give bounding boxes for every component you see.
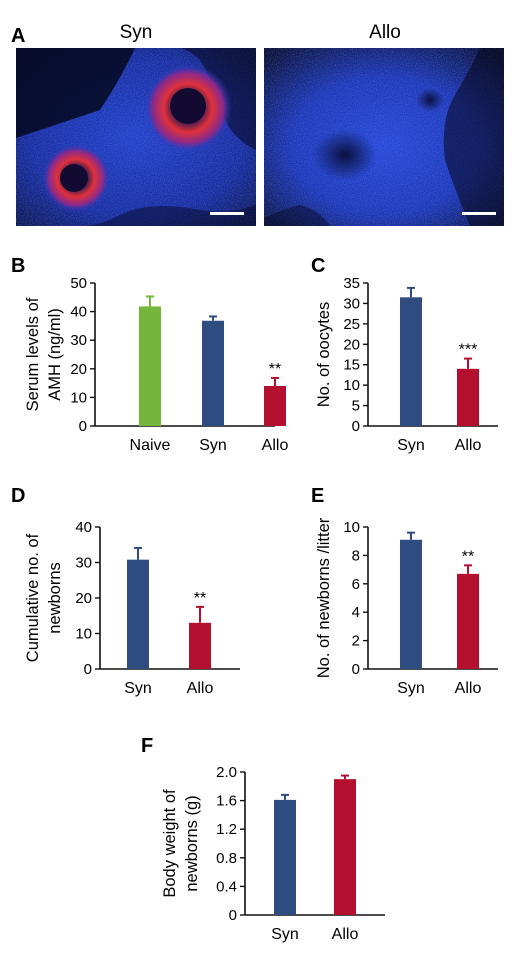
- panel-letter-e: E: [311, 485, 324, 507]
- chart-f-ylabel: newborns (g): [183, 795, 201, 891]
- chart-c: 0 5 10 15 20 25 30 35 No. of oocytes Syn Allo ***: [315, 275, 498, 454]
- chart-f-ytick-label: 0.4: [216, 878, 237, 895]
- chart-b-ytick-label: 40: [70, 304, 87, 321]
- chart-f-category-label: Allo: [332, 926, 359, 943]
- chart-b-category-label: Syn: [199, 437, 227, 454]
- chart-d-bar-allo: [189, 622, 211, 669]
- chart-e-category-label: Syn: [397, 680, 425, 697]
- panel-letter-c: C: [311, 255, 325, 277]
- chart-c-category-label: Syn: [397, 437, 425, 454]
- chart-e-ytick-label: 2: [352, 633, 360, 650]
- chart-e-ytick-label: 6: [352, 576, 360, 593]
- chart-e-category-label: Allo: [455, 680, 482, 697]
- panel-letter-a: A: [11, 25, 25, 47]
- chart-c-ylabel: No. of oocytes: [315, 302, 333, 407]
- scale-bar: [462, 212, 496, 215]
- chart-b-category-label: Allo: [262, 437, 289, 454]
- micrograph-allo: [264, 48, 504, 226]
- chart-e: 0 2 4 6 8 10 No. of newborns /litter Syn Allo **: [315, 517, 498, 697]
- chart-e-ylabel: No. of newborns /litter: [315, 517, 333, 678]
- chart-d-bar-syn: [127, 559, 149, 669]
- chart-d: 0 10 20 30 40 Cumulative no. of newborns Syn All…: [24, 519, 240, 697]
- chart-d-significance: **: [194, 590, 206, 607]
- chart-d-category-label: Syn: [124, 680, 152, 697]
- chart-e-significance: **: [462, 548, 474, 565]
- chart-d-ylabel: newborns: [46, 562, 64, 634]
- chart-b-category-label: Naive: [130, 437, 171, 454]
- chart-d-ytick-label: 10: [75, 626, 92, 643]
- chart-c-ytick-label: 10: [343, 377, 360, 394]
- chart-b-ytick-label: 50: [70, 275, 87, 292]
- panel-letter-b: B: [11, 255, 25, 277]
- chart-c-ytick-label: 20: [343, 336, 360, 353]
- chart-b-bar-allo: [264, 385, 286, 426]
- chart-b-ytick-label: 20: [70, 361, 87, 378]
- chart-c-bar-syn: [400, 297, 422, 426]
- chart-f-ytick-label: 2.0: [216, 764, 237, 781]
- chart-f: 0 0.4 0.8 1.2 1.6 2.0 Body weight of newborns (…: [161, 764, 385, 943]
- chart-d-ytick-label: 0: [84, 661, 92, 678]
- chart-c-ytick-label: 25: [343, 316, 360, 333]
- chart-d-ytick-label: 30: [75, 555, 92, 572]
- micrograph-label-syn: Syn: [120, 22, 153, 43]
- chart-d-ytick-label: 20: [75, 590, 92, 607]
- chart-e-bar-syn: [400, 539, 422, 669]
- chart-f-ytick-label: 1.2: [216, 821, 237, 838]
- chart-b-significance: **: [269, 361, 281, 378]
- chart-f-ytick-label: 0: [229, 907, 237, 924]
- chart-c-ytick-label: 5: [352, 398, 360, 415]
- chart-e-ytick-label: 0: [352, 661, 360, 678]
- chart-b: 0 10 20 30 40 50 Serum levels of AMH (ng/ml) Nai…: [24, 275, 288, 454]
- chart-b-ytick-label: 0: [79, 418, 87, 435]
- chart-e-bar-allo: [457, 573, 479, 669]
- chart-c-significance: ***: [459, 342, 478, 359]
- chart-f-ytick-label: 1.6: [216, 793, 237, 810]
- chart-f-ytick-label: 0.8: [216, 850, 237, 867]
- chart-f-bar-allo: [334, 779, 356, 915]
- chart-c-ytick-label: 30: [343, 295, 360, 312]
- scale-bar: [210, 212, 244, 215]
- chart-e-ytick-label: 4: [352, 604, 360, 621]
- chart-d-category-label: Allo: [187, 680, 214, 697]
- chart-b-ylabel: Serum levels of: [24, 297, 42, 411]
- chart-c-category-label: Allo: [455, 437, 482, 454]
- chart-c-bar-allo: [457, 368, 479, 426]
- chart-b-ytick-label: 10: [70, 389, 87, 406]
- chart-f-category-label: Syn: [271, 926, 299, 943]
- panel-letter-f: F: [141, 735, 153, 757]
- chart-d-ylabel: Cumulative no. of: [24, 533, 42, 662]
- micrograph-syn: [16, 48, 256, 226]
- chart-d-ytick-label: 40: [75, 519, 92, 536]
- chart-b-ytick-label: 30: [70, 332, 87, 349]
- chart-f-ylabel: Body weight of: [161, 789, 179, 898]
- chart-c-ytick-label: 15: [343, 357, 360, 374]
- panel-letter-d: D: [11, 485, 25, 507]
- chart-c-ytick-label: 0: [352, 418, 360, 435]
- chart-e-ytick-label: 8: [352, 547, 360, 564]
- chart-b-bar-syn: [202, 320, 224, 426]
- chart-e-ytick-label: 10: [343, 519, 360, 536]
- chart-b-bar-naive: [139, 306, 161, 426]
- micrograph-label-allo: Allo: [369, 22, 401, 43]
- chart-f-bar-syn: [274, 799, 296, 915]
- chart-b-ylabel: AMH (ng/ml): [46, 308, 64, 401]
- chart-c-ytick-label: 35: [343, 275, 360, 292]
